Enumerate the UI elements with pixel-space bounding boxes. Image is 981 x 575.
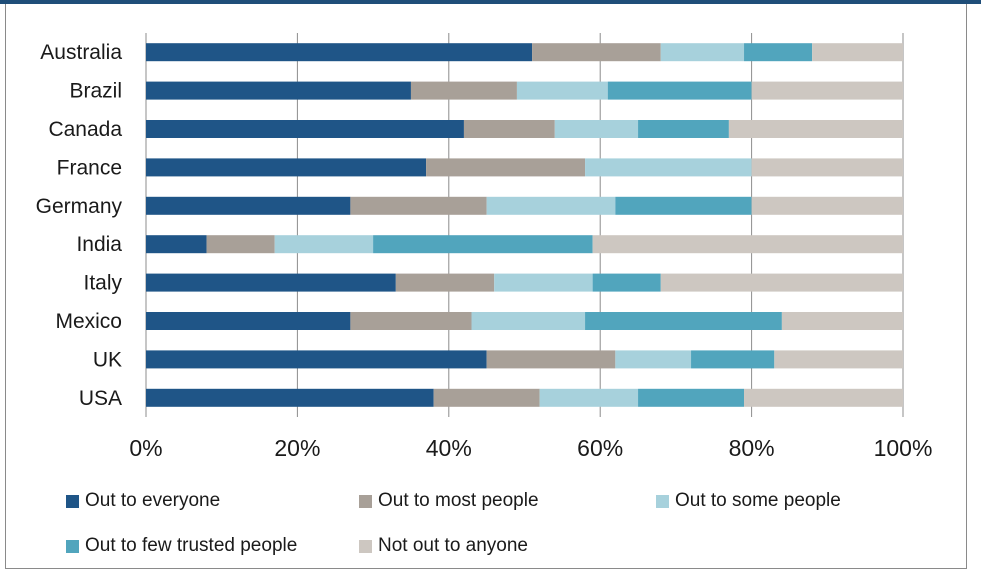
category-label-australia: Australia [40, 41, 122, 64]
x-tick-label-20: 20% [274, 435, 320, 461]
bar-canada-series-2 [554, 120, 639, 138]
bar-italy-series-0 [146, 273, 396, 292]
bar-germany-series-2 [486, 196, 616, 215]
category-label-mexico: Mexico [55, 310, 122, 333]
bar-mexico-series-0 [146, 312, 351, 330]
bar-italy-series-3 [592, 273, 661, 292]
bar-india-series-3 [373, 235, 593, 254]
bar-canada-series-1 [463, 120, 555, 138]
bar-india-series-4 [592, 235, 903, 254]
bar-usa-series-1 [433, 388, 540, 407]
bar-uk-series-1 [486, 350, 616, 369]
category-label-germany: Germany [36, 195, 123, 218]
bar-canada-series-4 [728, 120, 903, 138]
bar-india-series-2 [274, 235, 374, 254]
bar-germany-series-3 [615, 196, 752, 215]
bar-france-series-4 [751, 158, 903, 177]
category-label-brazil: Brazil [69, 80, 122, 103]
x-tick-label-60: 60% [577, 435, 623, 461]
x-tick-label-0: 0% [129, 435, 162, 461]
bar-france-series-0 [146, 158, 427, 177]
category-label-uk: UK [93, 348, 122, 371]
bar-italy-series-2 [494, 273, 593, 292]
bar-mexico-series-4 [781, 312, 903, 330]
bar-brazil-series-1 [410, 81, 517, 100]
category-label-france: France [57, 156, 122, 179]
bar-germany-series-1 [350, 196, 487, 215]
bar-usa-series-4 [744, 388, 903, 407]
category-label-canada: Canada [48, 118, 122, 141]
bar-uk-series-2 [615, 350, 692, 369]
bar-australia-series-1 [532, 43, 661, 62]
bar-australia-series-3 [744, 43, 813, 62]
bar-uk-series-0 [146, 350, 487, 369]
bar-canada-series-3 [638, 120, 729, 138]
bar-australia-series-0 [146, 43, 533, 62]
bar-italy-series-1 [395, 273, 495, 292]
bar-germany-series-4 [751, 196, 903, 215]
bar-brazil-series-3 [607, 81, 752, 100]
category-label-italy: Italy [83, 272, 122, 295]
bar-canada-series-0 [146, 120, 464, 138]
x-tick-label-40: 40% [426, 435, 472, 461]
category-label-india: India [76, 233, 122, 256]
bar-brazil-series-2 [516, 81, 608, 100]
bar-france-series-1 [426, 158, 586, 177]
bar-mexico-series-2 [471, 312, 586, 330]
category-label-usa: USA [79, 387, 122, 410]
top-accent-bar [0, 0, 981, 4]
bar-uk-series-4 [774, 350, 903, 369]
bar-usa-series-0 [146, 388, 434, 407]
bar-mexico-series-1 [350, 312, 472, 330]
bar-uk-series-3 [691, 350, 775, 369]
bar-usa-series-2 [539, 388, 639, 407]
chart-border [5, 4, 967, 569]
bar-india-series-0 [146, 235, 207, 254]
bar-germany-series-0 [146, 196, 351, 215]
bar-italy-series-4 [660, 273, 903, 292]
bar-mexico-series-3 [585, 312, 782, 330]
bar-france-series-2 [585, 158, 752, 177]
bar-brazil-series-0 [146, 81, 411, 100]
bar-usa-series-3 [638, 388, 745, 407]
bar-brazil-series-4 [751, 81, 903, 100]
bar-australia-series-4 [812, 43, 903, 62]
bar-australia-series-2 [660, 43, 745, 62]
x-tick-label-100: 100% [874, 435, 933, 461]
bar-india-series-1 [206, 235, 275, 254]
x-tick-label-80: 80% [729, 435, 775, 461]
